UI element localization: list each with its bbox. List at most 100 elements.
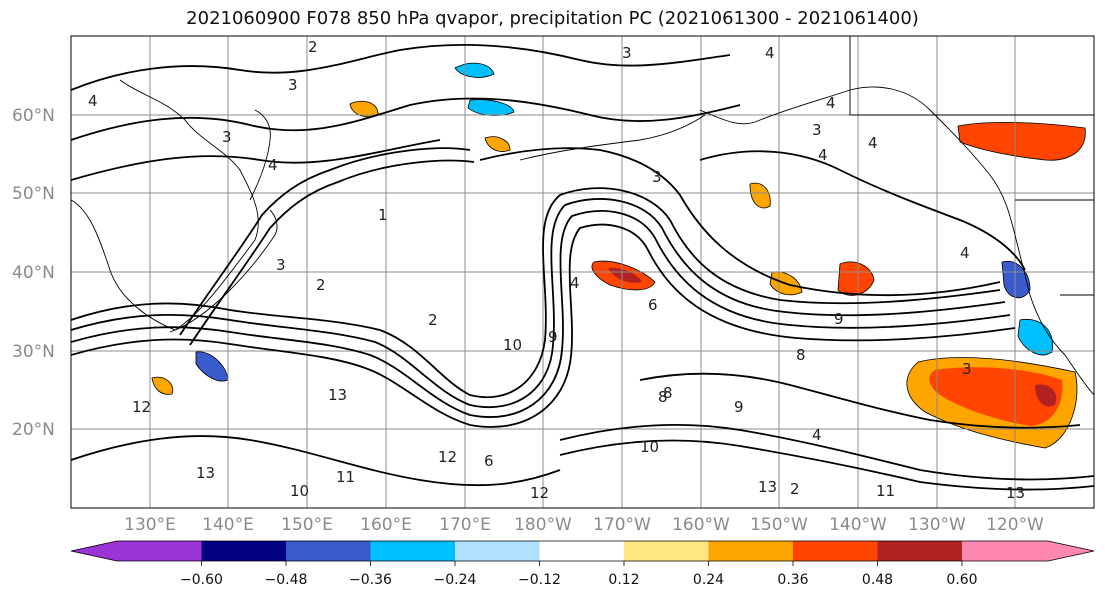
lon-label: 150°W [750, 515, 808, 535]
coastlines [71, 36, 1094, 396]
colorbar-bin [370, 541, 455, 561]
colorbar-extend-max [1048, 541, 1094, 561]
contour-line [71, 198, 1006, 409]
contour-label: 4 [826, 94, 836, 112]
contour-line [479, 147, 1001, 297]
colorbar-bin [455, 541, 540, 561]
colorbar-extend-min [71, 541, 117, 561]
colorbar-bin [117, 541, 202, 561]
colorbar-blocks [71, 541, 1094, 561]
contour-label: 13 [196, 464, 215, 482]
contour-label: 3 [288, 76, 298, 94]
colorbar-tick-label: 0.36 [777, 572, 808, 588]
lat-label: 60°N [12, 106, 55, 126]
precip-fill-midpac-core [608, 267, 642, 283]
contour-line [559, 439, 1094, 491]
colorbar-tick-label: −0.48 [265, 572, 308, 588]
lat-label: 20°N [12, 420, 55, 440]
precip-fill-strong-east [929, 367, 1063, 426]
contour-label: 4 [765, 44, 775, 62]
contour-label: 3 [622, 44, 632, 62]
colorbar-bin [624, 541, 709, 561]
colorbar-tick-label: −0.36 [349, 572, 392, 588]
contour-label: 10 [503, 336, 522, 354]
colorbar-outline [70, 540, 1095, 562]
contour-label: 2 [308, 38, 318, 56]
lat-label: 40°N [12, 263, 55, 283]
colorbar-ticks [201, 561, 963, 566]
latitude-axis: 60°N 50°N 40°N 30°N 20°N [12, 106, 55, 440]
contour-label: 12 [530, 484, 549, 502]
contour-label: 2 [790, 480, 800, 498]
colorbar: −0.60 −0.48 −0.36 −0.24 −0.12 0.12 0.24 … [70, 540, 1095, 588]
map-panel: 2 3 4 3 4 4 4 3 4 3 4 1 3 2 2 4 6 8 9 8 [70, 35, 1095, 509]
colorbar-tick-label: 0.12 [608, 572, 639, 588]
contour-label: 3 [652, 168, 662, 186]
colorbar-tick-label: 0.24 [693, 572, 724, 588]
map-frame [70, 35, 1095, 509]
contour-label: 12 [132, 398, 151, 416]
contour-line [639, 372, 1081, 429]
precip-fill-pos-ne [749, 182, 771, 209]
colorbar-bin [201, 541, 286, 561]
lon-label: 140°W [829, 515, 887, 535]
contour-line [71, 435, 561, 487]
colorbar-bin [708, 541, 793, 561]
contour-label: 4 [88, 92, 98, 110]
contour-line [71, 43, 731, 91]
colorbar-bin [539, 541, 624, 561]
precip-fill-pos-130e [151, 376, 174, 395]
contour-line [71, 223, 1016, 428]
colorbar-tick-labels: −0.60 −0.48 −0.36 −0.24 −0.12 0.12 0.24 … [180, 572, 978, 588]
contour-label: 10 [640, 438, 659, 456]
contour-label: 4 [868, 134, 878, 152]
precip-fill-neg-coast [1017, 318, 1054, 356]
precip-fill-neg-aleutian [467, 99, 515, 116]
contour-label: 13 [1006, 484, 1025, 502]
lon-label: 130°W [908, 515, 966, 535]
contour-label: 3 [222, 128, 232, 146]
lon-label: 130°E [124, 515, 176, 535]
colorbar-tick-label: −0.60 [180, 572, 223, 588]
precip-fill-max-east [1035, 384, 1057, 407]
contour-line [189, 159, 475, 346]
contour-label: 11 [336, 468, 355, 486]
longitude-axis: 130°E 140°E 150°E 160°E 170°E 180°W 170°… [124, 515, 1044, 535]
border-canada-us [849, 36, 1094, 116]
colorbar-bin [877, 541, 962, 561]
lon-label: 170°E [439, 515, 491, 535]
border-us-state [1015, 199, 1094, 296]
contour-label: 13 [758, 478, 777, 496]
contour-label: 8 [663, 384, 673, 402]
contour-label: 4 [268, 156, 278, 174]
contour-label: 2 [428, 311, 438, 329]
map-title: 2021060900 F078 850 hPa qvapor, precipit… [186, 8, 919, 29]
contour-label: 4 [812, 426, 822, 444]
contour-label: 3 [962, 360, 972, 378]
lat-label: 50°N [12, 184, 55, 204]
colorbar-tick-label: 0.60 [946, 572, 977, 588]
contour-line [71, 139, 441, 181]
lat-label: 30°N [12, 342, 55, 362]
lon-label: 160°E [360, 515, 412, 535]
contour-label: 4 [570, 274, 580, 292]
contour-line [71, 97, 741, 141]
contour-label: 12 [438, 448, 457, 466]
contour-label: 6 [484, 452, 494, 470]
contour-label: 4 [818, 146, 828, 164]
precip-fill-pos-150e [484, 136, 511, 152]
contour-line [179, 147, 471, 336]
coastline-aleutians [519, 114, 706, 161]
qvapor-contours [71, 43, 1094, 491]
precip-fill-alaska [957, 121, 1086, 161]
contour-label: 9 [834, 310, 844, 328]
lon-label: 120°W [986, 515, 1044, 535]
contour-label: 11 [876, 482, 895, 500]
contour-label: 8 [658, 388, 668, 406]
colorbar-tick-label: 0.48 [862, 572, 893, 588]
contour-line [699, 150, 1026, 271]
contour-label: 8 [796, 346, 806, 364]
colorbar-bin [793, 541, 878, 561]
contour-label: 1 [378, 206, 388, 224]
